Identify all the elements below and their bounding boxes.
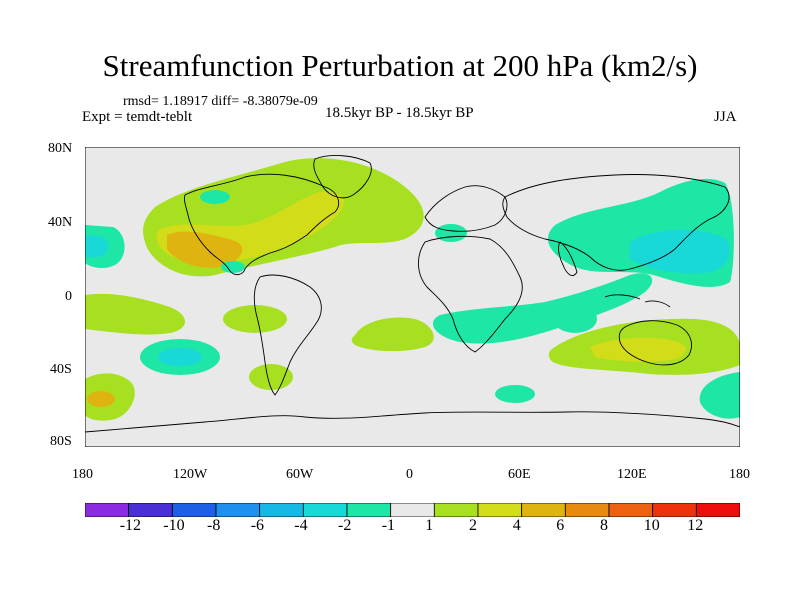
coast-europe xyxy=(424,185,508,232)
contour-negative-canada xyxy=(200,190,230,204)
contour-positive-central-pacific xyxy=(85,293,185,335)
contour-negative-baja xyxy=(221,261,245,273)
y-tick-80n: 80N xyxy=(48,141,73,156)
map-background xyxy=(85,147,740,447)
coast-asia xyxy=(502,174,730,271)
coast-africa xyxy=(418,235,523,353)
y-tick-0: 0 xyxy=(65,289,72,304)
contour-negative-tropical-band xyxy=(432,273,653,344)
colorbar-swatch xyxy=(128,503,173,517)
contour-positive-chile xyxy=(249,364,293,390)
x-tick-60e: 60E xyxy=(508,467,531,482)
colorbar-label: 2 xyxy=(469,517,477,534)
colorbar-swatch xyxy=(652,503,697,517)
y-tick-40s: 40S xyxy=(50,362,72,377)
x-tick-120w: 120W xyxy=(173,467,208,482)
season-label: JJA xyxy=(714,109,737,125)
colorbar xyxy=(85,503,740,517)
colorbar-label: -2 xyxy=(338,517,352,534)
x-tick-180w: 180 xyxy=(72,467,93,482)
experiment-label: Expt = temdt-teblt xyxy=(82,109,193,125)
colorbar-label: -10 xyxy=(163,517,185,534)
x-tick-120e: 120E xyxy=(617,467,647,482)
contour-2to4-southwest xyxy=(87,391,115,407)
colorbar-label: 4 xyxy=(512,517,521,534)
colorbar-swatch xyxy=(85,503,130,517)
colorbar-label: -1 xyxy=(381,517,396,534)
coast-north-america xyxy=(184,173,339,276)
colorbar-label: 10 xyxy=(643,517,660,534)
period-label: 18.5kyr BP - 18.5kyr BP xyxy=(325,105,474,121)
contour-positive-east-pacific xyxy=(223,305,287,333)
colorbar-swatch xyxy=(390,503,435,517)
y-tick-80s: 80S xyxy=(50,434,72,449)
colorbar-swatch xyxy=(521,503,566,517)
contour-negative-india xyxy=(553,305,597,333)
contour-negative2-south-pacific xyxy=(158,348,202,366)
contour-negative-mediterranean xyxy=(435,224,467,242)
colorbar-swatch xyxy=(171,503,217,517)
colorbar-swatch xyxy=(346,503,392,517)
coast-australia xyxy=(618,320,692,366)
colorbar-swatch xyxy=(433,503,479,517)
contour-2to4-australia xyxy=(590,337,686,362)
colorbar-swatch xyxy=(215,503,261,517)
contour-4to6-north-america xyxy=(167,231,243,268)
colorbar-label: 12 xyxy=(687,517,704,534)
coastlines xyxy=(85,155,740,433)
colorbar-swatch xyxy=(695,503,740,517)
coast-india xyxy=(558,241,578,276)
colorbar-label: -6 xyxy=(250,517,265,534)
colorbar-swatch xyxy=(302,503,348,517)
contour-negative2-asia-pacific xyxy=(630,229,730,274)
coast-maritime xyxy=(604,294,671,308)
colorbar-label: -8 xyxy=(207,517,221,534)
colorbar-label: -12 xyxy=(119,517,142,534)
contour-positive-south-atlantic xyxy=(351,317,434,352)
x-tick-60w: 60W xyxy=(286,467,314,482)
x-tick-180e: 180 xyxy=(729,467,750,482)
x-tick-0: 0 xyxy=(406,467,413,482)
streamfunction-map xyxy=(85,147,740,447)
contour-negative-south-atlantic xyxy=(495,385,535,403)
contour-negative2-west-pacific xyxy=(85,235,108,257)
contour-negative-southeast xyxy=(699,372,740,419)
coast-greenland xyxy=(313,155,372,199)
stats-line: rmsd= 1.18917 diff= -8.38079e-09 xyxy=(123,94,318,109)
colorbar-swatch xyxy=(477,503,523,517)
colorbar-label: -4 xyxy=(294,517,308,534)
colorbar-label: 6 xyxy=(556,517,565,534)
plot-title: Streamfunction Perturbation at 200 hPa (… xyxy=(102,48,698,83)
colorbar-swatch xyxy=(564,503,610,517)
colorbar-swatch xyxy=(608,503,654,517)
coast-south-america xyxy=(253,274,322,396)
colorbar-label: 1 xyxy=(425,517,434,534)
colorbar-swatch xyxy=(259,503,304,517)
y-tick-40n: 40N xyxy=(48,215,73,230)
contour-fills xyxy=(85,158,740,421)
colorbar-label: 8 xyxy=(600,517,608,534)
coast-antarctica xyxy=(85,411,740,433)
